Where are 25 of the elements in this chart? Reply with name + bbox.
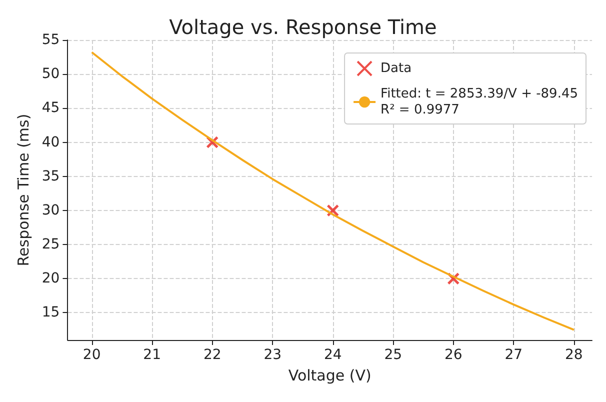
y-tick-label: 15 <box>42 304 60 321</box>
y-tick-label: 40 <box>42 134 60 150</box>
line-series <box>90 51 575 331</box>
y-axis-title: Response Time (ms) <box>14 114 32 266</box>
legend-label: Fitted: t = 2853.39/V + -89.45 R² = 0.9977 <box>380 86 578 118</box>
x-tick-label: 28 <box>565 347 583 363</box>
y-tick-label: 45 <box>42 100 60 116</box>
x-tick-label: 21 <box>143 347 161 363</box>
x-tick-label: 25 <box>384 347 402 363</box>
y-tick-label: 55 <box>42 32 60 48</box>
x-tick-label: 20 <box>82 347 101 363</box>
y-tick-label: 25 <box>42 236 60 253</box>
y-tick-label: 50 <box>42 66 60 82</box>
y-tick-label: 20 <box>42 270 60 287</box>
x-tick-label: 22 <box>203 347 222 363</box>
legend-label: Data <box>380 61 412 76</box>
y-tick-label: 35 <box>42 168 60 184</box>
point <box>326 204 340 217</box>
x-tick-label: 26 <box>444 347 462 363</box>
y-tick-label: 30 <box>42 202 60 218</box>
x-tick-label: 23 <box>264 347 282 363</box>
chart-title: Voltage vs. Response Time <box>169 15 437 39</box>
x-tick-label: 24 <box>324 347 342 363</box>
x-tick-label: 27 <box>504 347 523 363</box>
x-axis-title: Voltage (V) <box>288 366 372 384</box>
